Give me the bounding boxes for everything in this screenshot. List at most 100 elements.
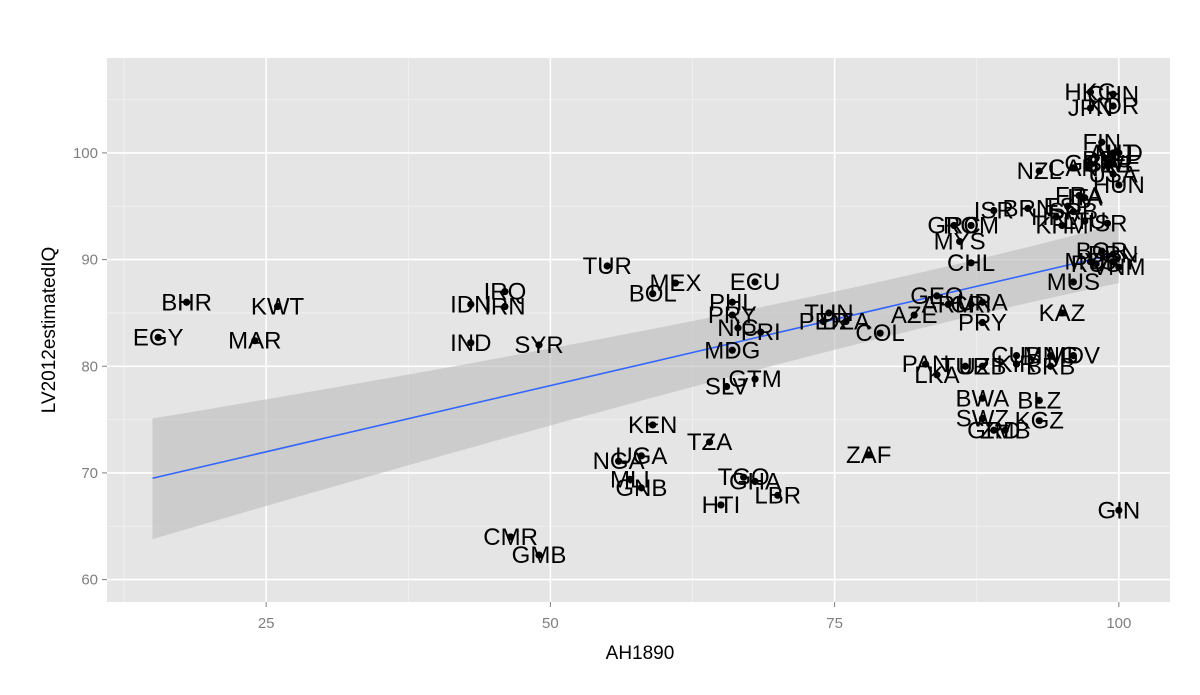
data-point [961,362,969,370]
data-point [751,375,759,383]
data-point [1109,170,1117,178]
data-point [921,360,930,368]
confidence-ribbon [152,223,1119,540]
point-label: KEN [628,412,677,439]
data-point [728,311,736,319]
point-label: KGZ [1015,408,1064,435]
data-point [1081,194,1089,202]
data-point [1035,417,1043,425]
data-point [1035,396,1043,404]
point-label: AUT [1089,140,1137,167]
point-label: LKA [914,362,959,389]
data-point [251,337,259,345]
point-label: URA [957,289,1008,316]
point-label: ECU [730,269,781,296]
point-label: SWE [1086,151,1141,178]
point-label: GRC [927,212,980,239]
data-point [1115,263,1123,271]
point-label: HKG [1064,79,1116,106]
plot-panel [107,58,1170,602]
point-label: FRA [1055,183,1103,210]
point-label: ISR [1087,210,1127,237]
data-point [933,292,941,300]
point-label: KIR [997,351,1037,378]
data-point [978,298,987,306]
data-point [1109,160,1117,168]
data-point [273,302,282,311]
data-point [467,339,475,347]
data-point [1052,213,1060,221]
data-point [1098,247,1106,255]
data-point [978,394,987,402]
point-label: MLI [610,466,650,493]
x-tick-label: 25 [258,615,275,632]
point-label: IND [450,330,491,357]
data-point [506,533,515,541]
data-point [1103,219,1112,227]
point-label: GMB [512,542,567,569]
data-point [1058,309,1066,317]
point-label: BHR [161,289,212,316]
data-point [967,259,975,267]
data-point [1069,278,1077,286]
point-label: HUN [1093,172,1145,199]
point-label: CUB [991,343,1042,370]
point-label: HRV [1031,204,1081,231]
data-points [154,88,1123,559]
point-label: CHN [1087,81,1139,108]
data-point [603,262,611,270]
data-point [990,426,998,434]
data-point [501,302,509,311]
point-label: GNB [615,475,667,502]
point-label: BOL [629,281,677,308]
point-label: ROM [943,212,999,239]
data-point [1047,352,1055,360]
point-label: ARM [922,291,975,318]
point-label: ITA [1067,185,1103,212]
point-label: CRI [950,291,991,318]
y-axis: 60 70 80 90 100 [73,145,107,589]
data-point [1115,506,1123,514]
point-label: NLD [1095,140,1143,167]
point-label: CZE [1083,152,1131,179]
data-point [1103,161,1112,169]
data-point [1047,362,1055,370]
data-point [774,491,782,499]
y-tick-label: 80 [81,358,98,375]
data-point [1069,164,1077,172]
point-label: UGA [615,443,667,470]
point-label: NIC [717,315,758,342]
point-label: TZA [687,429,732,456]
point-label: SLV [705,374,749,401]
y-axis-title: LV2012estimatedIQ [39,247,60,414]
point-label: EGY [133,324,184,351]
point-label: LTU [1063,208,1107,235]
data-point [649,421,657,429]
point-label: ESP [1044,193,1092,220]
data-point [825,309,833,317]
data-point [757,328,765,336]
point-label: RUS [1071,251,1122,278]
point-label: MEX [649,270,701,297]
regression-line [152,252,1120,480]
trend-line [152,252,1120,480]
data-point [819,317,827,326]
point-label: PHL [709,289,756,316]
data-point [1081,217,1089,225]
data-point [865,451,873,459]
data-point [1098,138,1106,146]
data-point [671,279,680,287]
point-label: MNG [1023,343,1079,370]
data-point [1092,260,1100,268]
data-point [1115,149,1123,157]
data-point [1075,192,1083,200]
data-point [933,371,941,379]
data-point [182,298,191,306]
point-label: BRB [1026,353,1075,380]
data-point [1103,155,1112,163]
point-label: KWT [251,294,305,321]
point-label: MYS [934,228,986,255]
data-point [1012,352,1021,360]
